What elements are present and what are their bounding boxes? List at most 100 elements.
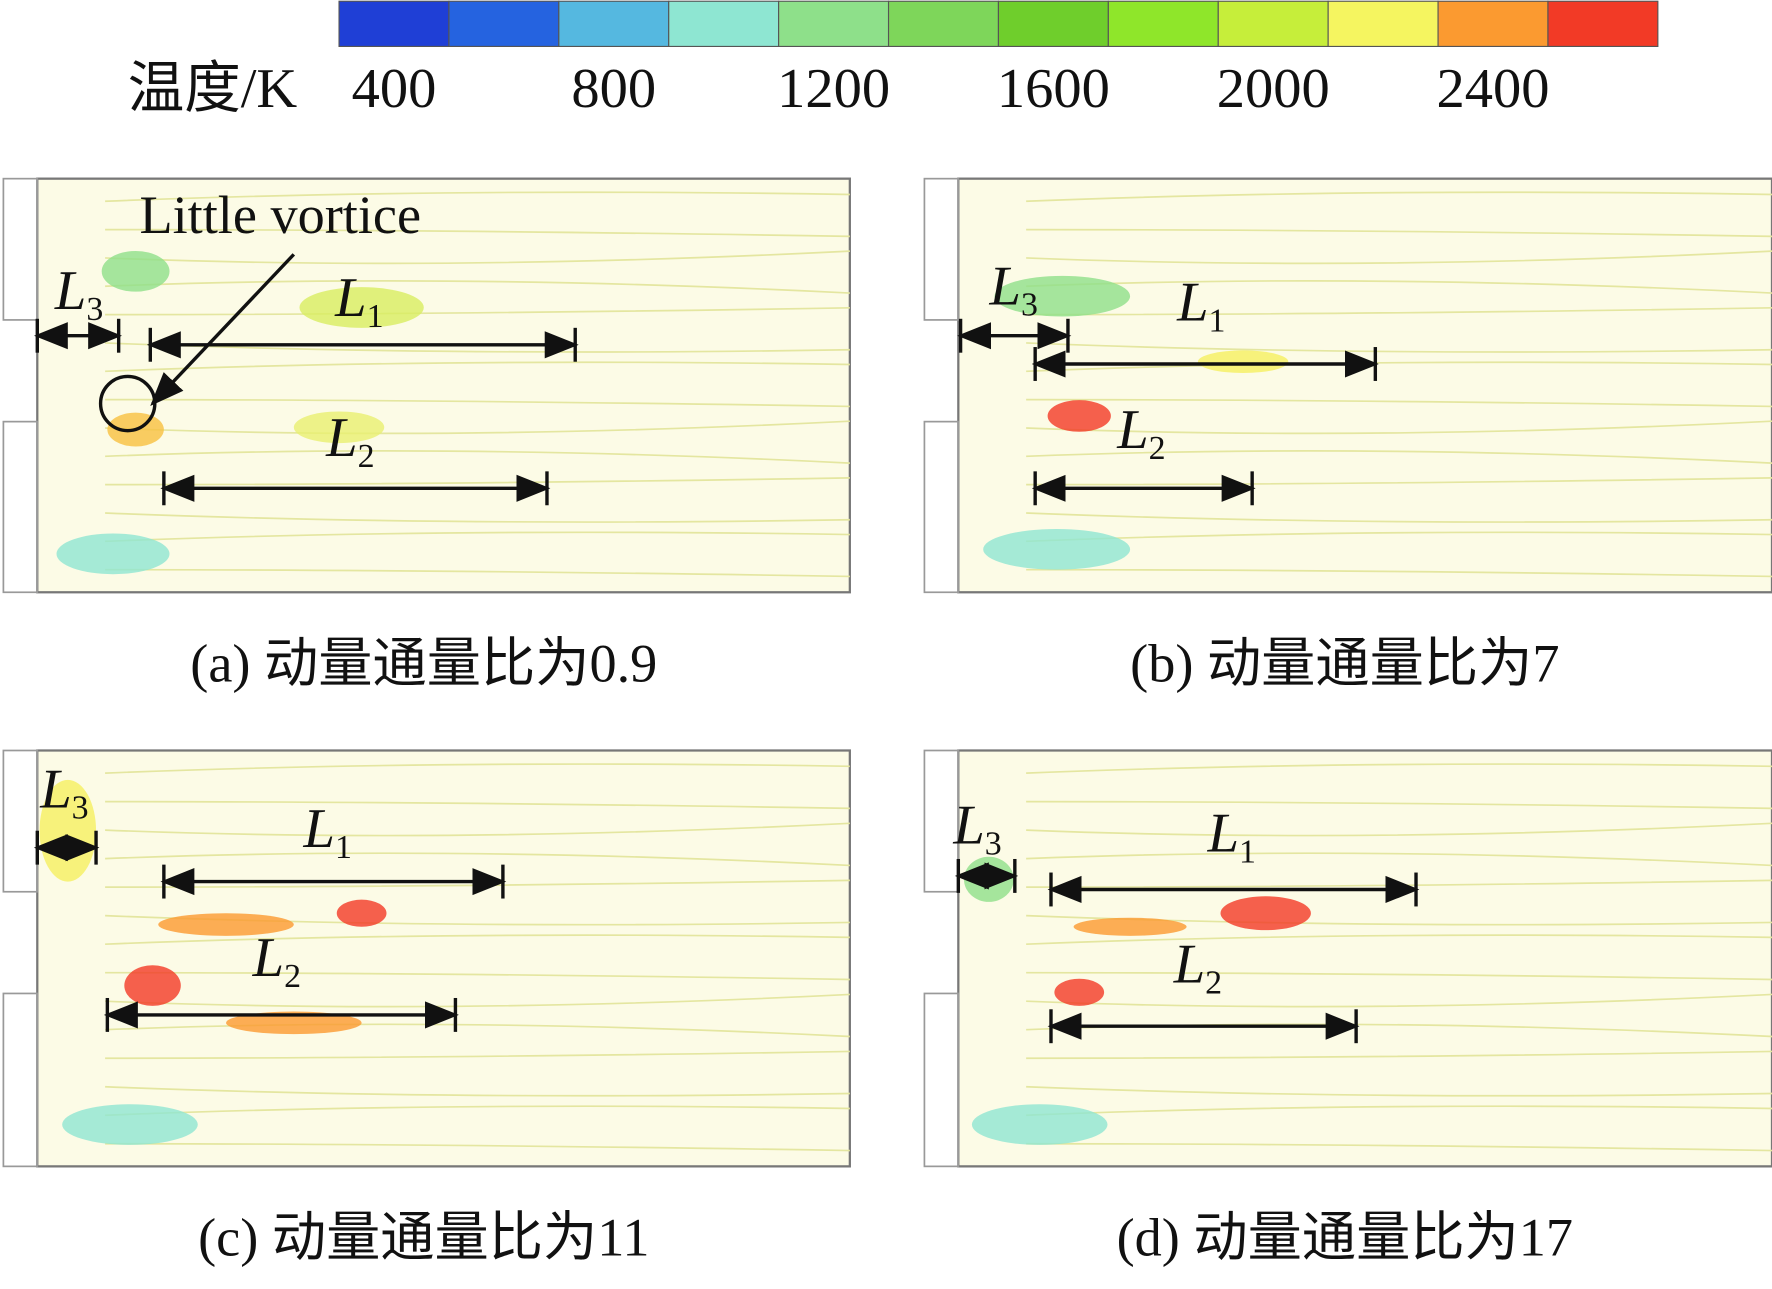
length-label: L2 [1173,934,1222,1002]
inlet-wall [923,749,960,893]
colorbar-band [1107,0,1219,48]
colorbar-tick-label: 400 [352,58,437,120]
streamline [1026,1142,1772,1152]
temperature-zone [56,533,170,575]
length-subscript: 2 [1205,964,1222,1001]
streamline [1026,1085,1772,1097]
streamline [105,1105,850,1117]
inlet-wall [2,992,39,1168]
colorbar-band [558,0,670,48]
streamline [105,568,850,578]
temperature-zone [62,1104,198,1145]
inlet-wall [2,749,39,893]
colorbar-band [1327,0,1439,48]
temperature-zone [994,275,1131,317]
streamline [105,934,850,946]
streamline [1026,852,1772,867]
length-symbol: L [1207,803,1239,865]
length-label: L3 [39,759,88,827]
colorbar-tick-label: 2000 [1217,58,1330,120]
streamline [105,228,850,238]
length-subscript: 1 [1239,833,1256,870]
streamline [1026,398,1772,408]
streamline [1026,1105,1772,1117]
colorbar-band [1547,0,1659,48]
streamline [105,763,850,774]
flow-field [36,749,851,1168]
inlet-wall [2,420,39,594]
length-label: L2 [325,407,374,475]
colorbar-tick-label: 1200 [777,58,890,120]
length-subscript: 1 [1209,302,1226,339]
temperature-zone [1073,917,1187,936]
length-label: L1 [303,798,352,866]
streamline [1026,568,1772,578]
panel-caption: (b) 动量通量比为7 [1130,634,1559,694]
colorbar-band [448,0,560,48]
streamline [1026,228,1772,238]
length-symbol: L [54,260,86,322]
length-subscript: 3 [72,789,89,826]
streamline [105,531,850,543]
streamline [105,1050,850,1060]
length-symbol: L [1173,934,1205,996]
temperature-zone [293,411,385,444]
colorbar-band [778,0,890,48]
streamline [105,1085,850,1097]
streamline [105,420,850,435]
streamline [105,450,850,464]
inlet-wall [923,420,960,594]
streamline [1026,512,1772,523]
flow-field [957,177,1772,594]
temperature-zone [299,287,424,328]
length-symbol: L [334,267,366,329]
streamline [105,398,850,408]
temperature-zone [158,913,294,936]
streamline [1026,280,1772,294]
length-symbol: L [303,798,335,860]
colorbar-tick-label: 800 [571,58,656,120]
inlet-wall [2,177,39,321]
streamline [105,852,850,867]
length-subscript: 2 [1149,430,1166,467]
length-symbol: L [325,407,357,469]
temperature-zone [1054,978,1105,1006]
length-subscript: 2 [284,958,301,995]
length-subscript: 1 [367,298,384,335]
length-subscript: 3 [86,291,103,328]
temperature-zone [101,250,170,292]
streamline [105,822,850,837]
length-subscript: 1 [335,829,352,866]
colorbar-band [1217,0,1329,48]
streamline [1026,1050,1772,1060]
colorbar-band [997,0,1109,48]
temperature-zone [124,965,181,1006]
streamline [1026,971,1772,981]
inlet-wall [923,992,960,1168]
length-subscript: 3 [1021,286,1038,323]
length-symbol: L [952,795,984,857]
streamline [105,1142,850,1152]
streamline [105,306,850,316]
colorbar-band [887,0,1000,48]
streamline [105,191,850,203]
length-label: L2 [252,927,301,995]
panel-caption: (c) 动量通量比为11 [198,1208,649,1268]
length-label: L1 [334,267,383,335]
streamline [105,971,850,981]
streamline [1026,450,1772,464]
length-symbol: L [1116,399,1148,461]
annotation-arrow [150,253,296,407]
length-symbol: L [39,759,71,821]
temperature-zone [1197,350,1289,374]
temperature-zone [983,528,1131,570]
temperature-zone [963,856,1014,902]
length-symbol: L [1176,271,1208,333]
streamline [105,361,850,373]
streamline [1026,191,1772,203]
